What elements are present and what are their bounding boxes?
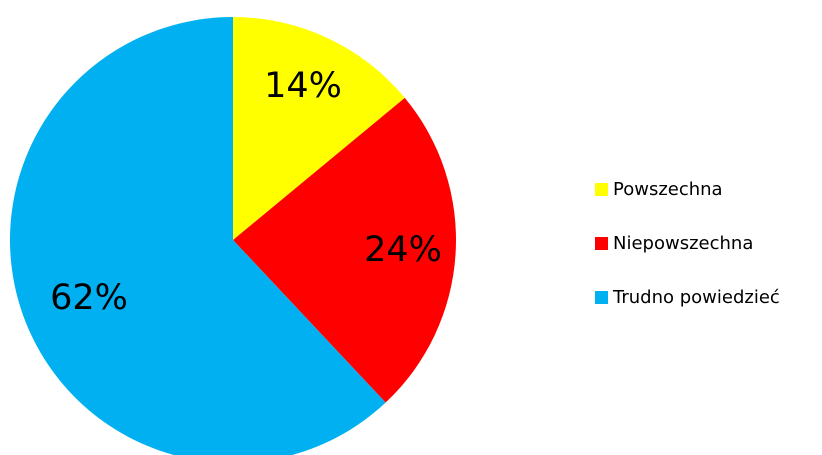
legend-item-powszechna: Powszechna	[595, 176, 780, 203]
pie-slices	[10, 17, 456, 455]
legend-swatch-niepowszechna	[595, 237, 608, 250]
legend-label-trudno-powiedziec: Trudno powiedzieć	[613, 287, 780, 308]
legend-item-trudno-powiedziec: Trudno powiedzieć	[595, 284, 780, 311]
pie-slice-label-trudno-powiedziec: 62%	[50, 278, 128, 318]
legend-swatch-trudno-powiedziec	[595, 291, 608, 304]
legend-label-niepowszechna: Niepowszechna	[613, 233, 754, 254]
pie-slice-niepowszechna	[233, 97, 456, 403]
pie-slice-label-powszechna: 14%	[264, 66, 342, 106]
pie-slice-trudno-powiedziec	[10, 17, 386, 455]
pie-slice-labels: 14% 24% 62%	[50, 66, 442, 318]
legend-label-powszechna: Powszechna	[613, 179, 723, 200]
pie-slice-label-niepowszechna: 24%	[364, 230, 442, 270]
legend-item-niepowszechna: Niepowszechna	[595, 230, 780, 257]
legend: Powszechna Niepowszechna Trudno powiedzi…	[595, 176, 780, 338]
pie-slice-powszechna	[233, 17, 405, 240]
legend-swatch-powszechna	[595, 183, 608, 196]
